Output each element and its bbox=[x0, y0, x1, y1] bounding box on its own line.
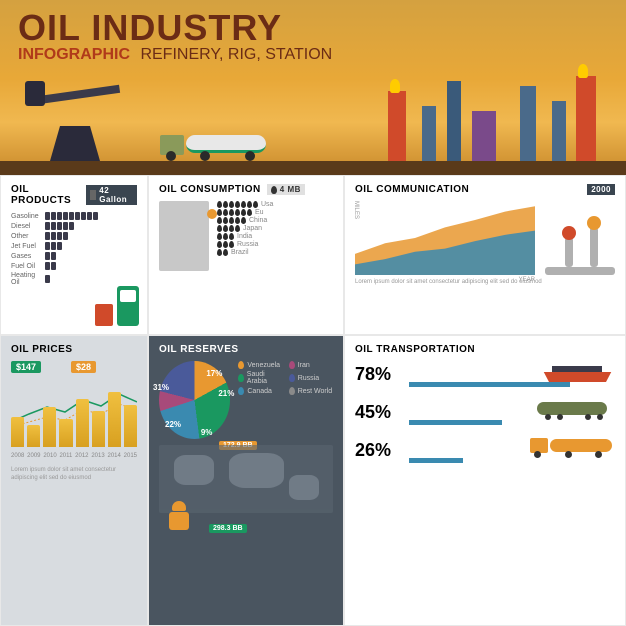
legend-item: Russia bbox=[289, 371, 333, 385]
coin-stack-icon bbox=[11, 417, 24, 447]
transport-row: 78% bbox=[355, 361, 615, 387]
panel-header: OIL COMMUNICATION2000 bbox=[355, 184, 615, 195]
panel-header: OIL CONSUMPTION4 MB bbox=[159, 184, 333, 195]
barrel-icon bbox=[90, 190, 97, 200]
price-tag: $28 bbox=[71, 361, 96, 373]
coin-stack-icon bbox=[43, 407, 56, 447]
subtitle-2: REFINERY, RIG, STATION bbox=[140, 46, 332, 63]
price-tag: $147 bbox=[11, 361, 41, 373]
product-row: Heating Oil bbox=[11, 272, 137, 286]
oil-transportation-panel: OIL TRANSPORTATION 78% 45% 26% bbox=[344, 335, 626, 626]
price-chart bbox=[11, 377, 137, 447]
panel-header: OIL TRANSPORTATION bbox=[355, 344, 615, 355]
consumption-row: Japan bbox=[217, 225, 333, 232]
consumption-row: Brazil bbox=[217, 249, 333, 256]
product-row: Other bbox=[11, 232, 137, 240]
railcar-icon bbox=[537, 398, 615, 418]
oil-products-panel: OIL PRODUCTS42 Gallon Gasoline Diesel Othe… bbox=[0, 175, 148, 335]
legend-item: Rest World bbox=[289, 387, 333, 395]
oil-communication-panel: OIL COMMUNICATION2000 MILES YEAR Lorem i… bbox=[344, 175, 626, 335]
worker-icon bbox=[167, 501, 191, 531]
legend-item: Canada bbox=[238, 387, 282, 395]
oil-consumption-panel: OIL CONSUMPTION4 MB UsaEuChinaJapanIndia… bbox=[148, 175, 344, 335]
legend-item: Venezuela bbox=[238, 361, 282, 369]
consumption-row: Eu bbox=[217, 209, 333, 216]
consumption-row: Usa bbox=[217, 201, 333, 208]
coin-stack-icon bbox=[27, 425, 40, 447]
panel-header: OIL PRICES bbox=[11, 344, 137, 355]
products-illustration bbox=[95, 286, 139, 326]
tanker-truck-icon bbox=[160, 129, 270, 161]
lorem-text: Lorem ipsum dolor sit amet consectetur a… bbox=[355, 279, 615, 287]
product-row: Gasoline bbox=[11, 212, 137, 220]
oil-prices-panel: OIL PRICES $147$28 200820092010201120122… bbox=[0, 335, 148, 626]
gas-pump-icon bbox=[117, 286, 139, 326]
pie-chart: 17%31%22%9%21% bbox=[159, 361, 230, 439]
transport-row: 26% bbox=[355, 437, 615, 463]
oil-reserves-panel: OIL RESERVES 17%31%22%9%21% Venezuela Ira… bbox=[148, 335, 344, 626]
consumption-row: China bbox=[217, 217, 333, 224]
refinery-icon bbox=[346, 61, 606, 161]
panel-header: OIL RESERVES bbox=[159, 344, 333, 355]
lorem-text: Lorem ipsum dolor sit amet consectetur a… bbox=[11, 467, 137, 483]
consumption-row: Russia bbox=[217, 241, 333, 248]
transport-row: 45% bbox=[355, 399, 615, 425]
product-row: Gases bbox=[11, 252, 137, 260]
coin-stack-icon bbox=[124, 405, 137, 447]
refinery-scene bbox=[0, 65, 626, 175]
product-row: Jet Fuel bbox=[11, 242, 137, 250]
drop-icon bbox=[271, 186, 277, 194]
coin-stack-icon bbox=[108, 392, 121, 447]
product-row: Diesel bbox=[11, 222, 137, 230]
product-row: Fuel Oil bbox=[11, 262, 137, 270]
coin-stack-icon bbox=[76, 399, 89, 447]
legend-item: Saudi Arabia bbox=[238, 371, 282, 385]
jerrycan-icon bbox=[95, 304, 113, 326]
hero-banner: OIL INDUSTRY INFOGRAPHIC REFINERY, RIG, … bbox=[0, 0, 626, 175]
storage-tank-icon bbox=[159, 201, 209, 271]
ship-icon bbox=[540, 360, 615, 382]
main-title: OIL INDUSTRY bbox=[18, 12, 608, 44]
pumpjack-icon bbox=[30, 81, 120, 161]
subtitle-1: INFOGRAPHIC bbox=[18, 46, 130, 63]
legend-item: Iran bbox=[289, 361, 333, 369]
panel-header: OIL PRODUCTS42 Gallon bbox=[11, 184, 137, 206]
coin-stack-icon bbox=[59, 419, 72, 447]
map-badge: 298.3 BB bbox=[209, 524, 247, 533]
world-map: 172.9 BB298.3 BB bbox=[159, 445, 333, 531]
pipeline-icon bbox=[545, 220, 615, 275]
consumption-row: India bbox=[217, 233, 333, 240]
coin-stack-icon bbox=[92, 411, 105, 447]
area-chart: MILES YEAR bbox=[355, 201, 615, 275]
truck-icon bbox=[530, 436, 615, 458]
